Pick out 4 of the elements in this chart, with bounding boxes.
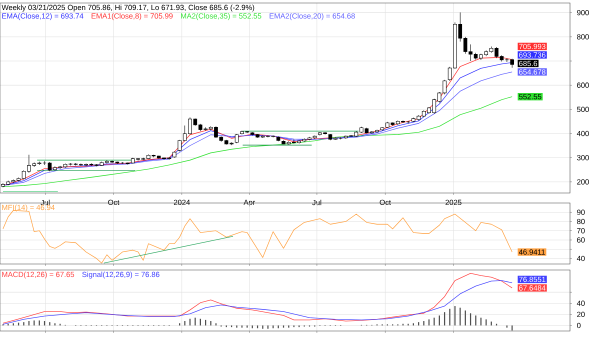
line-series — [2, 96, 512, 188]
candlestick — [234, 134, 239, 144]
line-series — [2, 280, 512, 325]
line-series — [2, 210, 512, 264]
